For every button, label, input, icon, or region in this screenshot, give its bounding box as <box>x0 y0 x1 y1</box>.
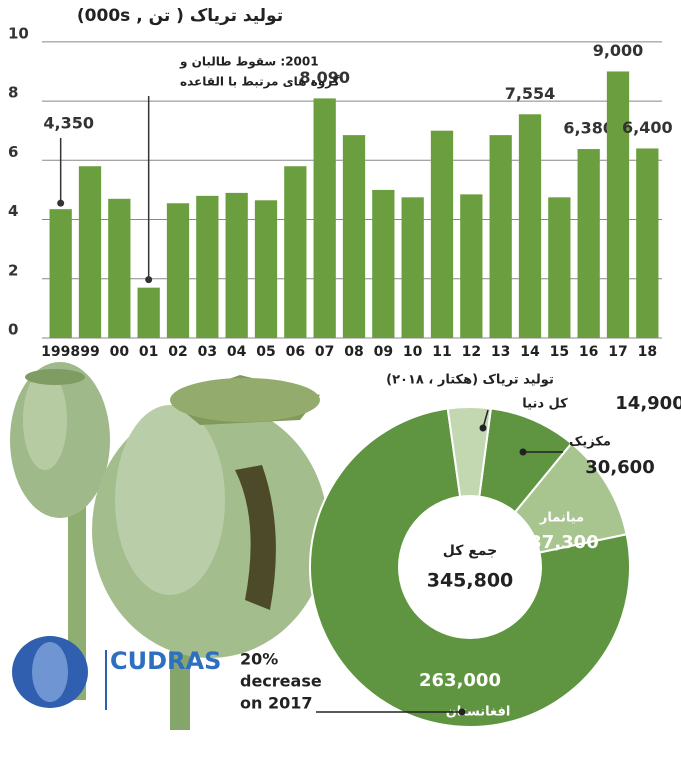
bar <box>402 197 424 338</box>
donut-hole <box>398 495 542 639</box>
center-label: جمع کل <box>443 543 498 559</box>
bar <box>284 166 306 338</box>
bar <box>50 209 72 338</box>
bar <box>431 131 453 338</box>
slice-value: 37,300 <box>529 532 598 553</box>
slice-value: 30,600 <box>585 457 654 478</box>
bar <box>167 203 189 338</box>
annotation: 2001: سقوط طالبان و <box>179 55 319 70</box>
chart-title: تولید تریاک (هکتار ، ۲۰۱۸) <box>386 373 554 388</box>
y-tick-label: 8 <box>8 84 18 102</box>
x-tick-label: 02 <box>168 344 187 360</box>
value-label: 4,350 <box>43 114 94 133</box>
x-tick-label: 06 <box>286 344 305 360</box>
slice-label: مکزیک <box>569 435 611 450</box>
x-tick-label: 14 <box>520 344 540 360</box>
value-label: 7,554 <box>505 84 556 103</box>
x-tick-label: 17 <box>608 344 627 360</box>
annotation: گروه های مرتبط با القاعده <box>180 75 340 90</box>
x-tick-label: 04 <box>227 344 247 360</box>
slice-label: میانمار <box>539 511 584 526</box>
x-tick-label: 09 <box>374 344 393 360</box>
x-tick-label: 18 <box>638 344 657 360</box>
bar <box>79 166 101 338</box>
annotation: on 2017 <box>240 694 312 713</box>
bar <box>255 200 277 338</box>
x-tick-label: 1998 <box>41 344 80 360</box>
y-tick-label: 2 <box>8 261 18 279</box>
y-tick-label: 10 <box>8 24 29 42</box>
bar <box>548 197 570 338</box>
bar <box>138 288 160 338</box>
total-label: 345,800 <box>427 570 514 592</box>
value-label: 6,380 <box>563 119 614 138</box>
leader-dot <box>57 200 64 207</box>
y-tick-label: 6 <box>8 143 18 161</box>
leader-dot <box>459 709 466 716</box>
x-tick-label: 07 <box>315 344 334 360</box>
bar <box>460 194 482 338</box>
x-tick-label: 16 <box>579 344 598 360</box>
x-tick-label: 10 <box>403 344 423 360</box>
x-tick-label: 13 <box>491 344 510 360</box>
annotation: decrease <box>240 672 322 691</box>
logo-text: CUDRAS <box>110 647 221 675</box>
y-tick-label: 0 <box>8 321 18 339</box>
chart-title: تولید تریاک ( تن , 000s) <box>77 6 283 26</box>
bar <box>519 114 541 338</box>
x-tick-label: 03 <box>198 344 217 360</box>
bar <box>108 199 130 338</box>
x-tick-label: 08 <box>344 344 363 360</box>
x-tick-label: 99 <box>80 344 99 360</box>
y-tick-label: 4 <box>8 202 18 220</box>
bar <box>490 135 512 338</box>
x-tick-label: 00 <box>110 344 130 360</box>
x-tick-label: 12 <box>462 344 481 360</box>
leader-dot <box>145 276 152 283</box>
slice-value: 14,900 <box>615 393 681 414</box>
x-tick-label: 05 <box>256 344 275 360</box>
x-tick-label: 15 <box>550 344 569 360</box>
slice-label: کل دنیا <box>522 397 568 412</box>
bar <box>636 148 658 338</box>
bar <box>372 190 394 338</box>
bar <box>578 149 600 338</box>
x-tick-label: 01 <box>139 344 158 360</box>
annotation: 20% <box>240 650 278 669</box>
leader-dot <box>480 425 487 432</box>
bar <box>607 71 629 338</box>
bar <box>196 196 218 338</box>
bar <box>343 135 365 338</box>
slice-value: 263,000 <box>419 670 501 691</box>
bar <box>226 193 248 338</box>
x-tick-label: 11 <box>432 344 451 360</box>
infographic: CUDRAS تولید تریاک ( تن , 000s)024681019… <box>0 0 681 766</box>
value-label: 6,400 <box>622 118 673 137</box>
leader-dot <box>520 449 527 456</box>
bar <box>314 98 336 338</box>
value-label: 9,000 <box>593 41 644 60</box>
